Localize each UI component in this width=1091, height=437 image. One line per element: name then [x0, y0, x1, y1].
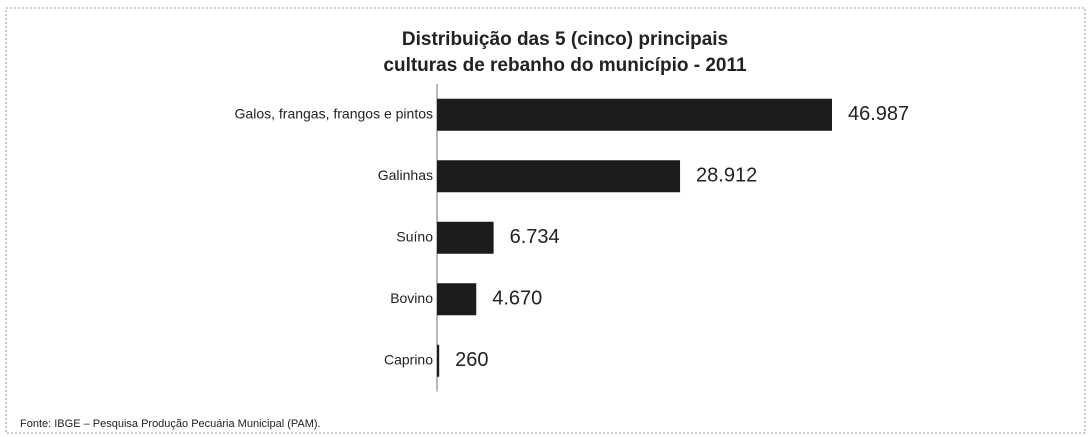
value-label: 28.912 [696, 165, 757, 187]
value-label: 260 [455, 349, 488, 371]
bar [437, 98, 832, 131]
category-label: Bovino [390, 290, 433, 306]
chart-title: culturas de rebanho do município - 2011 [383, 55, 747, 76]
category-label: Caprino [384, 351, 433, 367]
source-note: Fonte: IBGE – Pesquisa Produção Pecuária… [20, 418, 321, 430]
category-label: Suíno [396, 228, 433, 244]
value-label: 46.987 [848, 103, 909, 125]
category-label: Galos, frangas, frangos e pintos [235, 105, 433, 121]
category-label: Galinhas [378, 167, 433, 183]
value-label: 6.734 [510, 226, 560, 248]
chart-title: Distribuição das 5 (cinco) principais [402, 29, 728, 50]
value-label: 4.670 [492, 288, 542, 310]
bar [437, 160, 681, 193]
bar [437, 283, 477, 316]
bar [437, 221, 494, 254]
bar [437, 344, 440, 377]
